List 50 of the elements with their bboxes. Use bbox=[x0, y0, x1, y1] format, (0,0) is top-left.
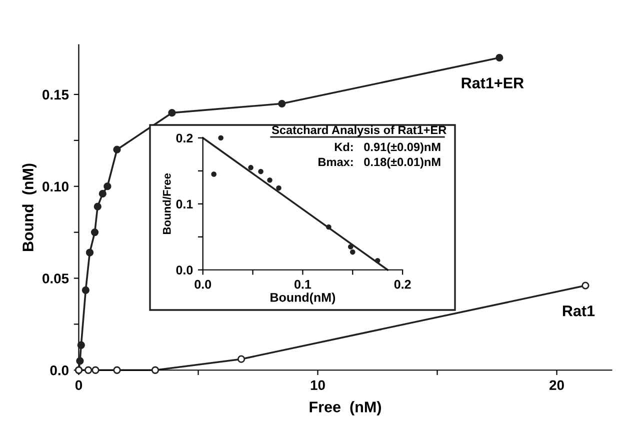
point bbox=[94, 202, 102, 210]
x-tick-label: 10 bbox=[310, 380, 325, 390]
point bbox=[326, 224, 332, 230]
point bbox=[348, 244, 354, 250]
point bbox=[374, 258, 380, 264]
x-axis-title: Free (nM) bbox=[310, 401, 381, 416]
y-tick-label: 0.2 bbox=[176, 134, 193, 143]
point bbox=[86, 248, 94, 256]
point bbox=[278, 100, 286, 108]
x-tick-label: 0.1 bbox=[294, 280, 312, 289]
x-tick-label: 0.2 bbox=[394, 280, 411, 289]
point bbox=[267, 177, 272, 183]
point bbox=[82, 286, 90, 294]
point bbox=[90, 228, 99, 236]
point bbox=[113, 366, 121, 374]
series-label: Rat1+ER bbox=[462, 78, 524, 88]
point bbox=[84, 366, 92, 374]
point bbox=[276, 185, 282, 191]
point bbox=[104, 182, 112, 190]
x-tick-label: 20 bbox=[550, 380, 564, 390]
series-label: Rat1 bbox=[562, 306, 595, 316]
y-tick-label: 0.15 bbox=[42, 90, 69, 100]
y-tick-label: 0.05 bbox=[42, 274, 69, 284]
x-tick-label: 0.0 bbox=[194, 280, 212, 289]
point bbox=[237, 355, 246, 363]
x-axis-title: Bound(nM) bbox=[270, 292, 336, 304]
y-tick-label: 0.0 bbox=[176, 266, 193, 275]
y-axis-title: Bound (nM) bbox=[22, 164, 36, 251]
point bbox=[258, 168, 264, 174]
x-tick-label: 0 bbox=[75, 380, 82, 390]
y-tick-label: 0.10 bbox=[42, 182, 68, 192]
point bbox=[92, 366, 100, 374]
point bbox=[350, 249, 356, 255]
point bbox=[77, 341, 85, 349]
y-tick-label: 0.0 bbox=[50, 365, 68, 376]
point bbox=[76, 357, 84, 365]
point bbox=[248, 164, 254, 170]
chart-title: Scatchard Analysis of Rat1+ER bbox=[272, 126, 446, 136]
point bbox=[151, 366, 160, 374]
y-tick-label: 0.1 bbox=[176, 200, 193, 209]
point bbox=[168, 109, 176, 117]
point bbox=[496, 54, 504, 62]
point bbox=[582, 282, 590, 290]
annotation: Kd: 0.91(±0.09)nM bbox=[334, 142, 440, 154]
y-axis-title: Bound/Free bbox=[162, 173, 171, 234]
point bbox=[211, 172, 217, 177]
annotation: Bmax: 0.18(±0.01)nM bbox=[318, 157, 440, 168]
point bbox=[218, 135, 224, 141]
point bbox=[113, 146, 121, 154]
point bbox=[98, 190, 106, 198]
